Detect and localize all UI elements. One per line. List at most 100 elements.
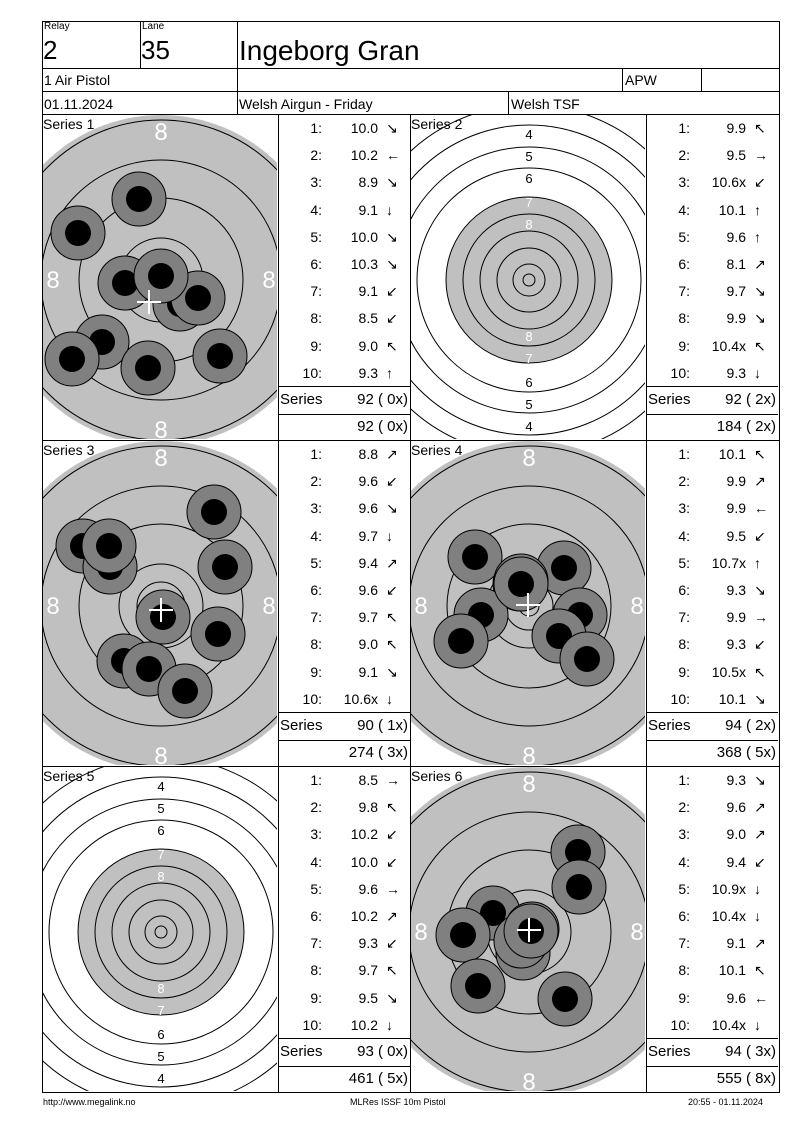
shot-row: 5: 10.9x ↓ [646, 879, 778, 899]
shot-score: 10.9x [711, 880, 746, 897]
shot-row: 5: 10.7x ↑ [646, 553, 778, 573]
shot-number: 8: [678, 962, 690, 979]
series-title: Series 3 [43, 442, 95, 458]
shot-row: 10: 9.3 ↓ [646, 363, 778, 383]
shot-score: 10.1 [718, 446, 746, 462]
svg-text:8: 8 [522, 1069, 535, 1091]
shot-score: 10.2 [350, 826, 378, 843]
svg-text:8: 8 [262, 593, 275, 620]
direction-arrow-icon: → [386, 880, 400, 897]
svg-text:8: 8 [157, 869, 164, 884]
target-diagram: 4 4 5 5 6 6 7 7 8 8 [43, 767, 277, 1091]
direction-arrow-icon: ↘ [386, 663, 398, 680]
direction-arrow-icon: ↗ [754, 799, 766, 816]
direction-arrow-icon: ↖ [386, 337, 398, 354]
shot-number: 5: [310, 228, 322, 245]
target-diagram: 4 4 5 5 6 6 7 7 8 8 [411, 115, 645, 439]
shot-row: 7: 9.7 ↖ [278, 607, 410, 627]
direction-arrow-icon: ↖ [386, 962, 398, 979]
shot-row: 3: 8.9 ↘ [278, 172, 410, 192]
svg-text:8: 8 [522, 771, 535, 798]
shot-row: 8: 8.5 ↙ [278, 308, 410, 328]
direction-arrow-icon: ↙ [386, 473, 398, 490]
direction-arrow-icon: ↘ [386, 228, 398, 245]
shot-score: 9.6 [358, 500, 378, 517]
running-total: 274 ( 3x) [348, 744, 408, 761]
shot-row: 8: 9.7 ↖ [278, 960, 410, 980]
shot-hole [81, 518, 137, 574]
shot-number: 4: [678, 853, 690, 870]
shot-number: 8: [310, 962, 322, 979]
svg-text:6: 6 [157, 823, 164, 838]
svg-text:4: 4 [157, 1071, 164, 1086]
shot-score: 10.2 [350, 147, 378, 164]
shot-score: 9.9 [726, 500, 746, 517]
direction-arrow-icon: ↙ [386, 283, 398, 300]
series-total-label: Series [648, 717, 691, 734]
competition: Welsh Airgun - Friday [239, 96, 373, 112]
target-diagram: 8 8 8 8 [43, 441, 277, 765]
shot-number: 6: [678, 256, 690, 272]
shooter-name: Ingeborg Gran [239, 35, 420, 66]
direction-arrow-icon: ↗ [386, 908, 398, 924]
svg-text:8: 8 [154, 119, 167, 146]
shot-score: 10.2 [350, 908, 378, 924]
target-diagram: 8 8 8 8 [411, 441, 645, 765]
shot-number: 6: [310, 582, 322, 598]
shot-hole [537, 971, 593, 1027]
running-total: 92 ( 0x) [357, 418, 408, 435]
shot-number: 1: [310, 772, 322, 788]
shot-number: 9: [678, 989, 690, 1006]
shot-row: 3: 9.6 ↘ [278, 498, 410, 518]
shot-number: 3: [310, 826, 322, 843]
shot-number: 2: [310, 473, 322, 490]
shot-number: 7: [678, 283, 690, 300]
shot-row: 4: 9.1 ↓ [278, 200, 410, 220]
shot-number: 3: [678, 500, 690, 517]
summary-divider [278, 1066, 410, 1067]
direction-arrow-icon: ↘ [754, 772, 766, 788]
shot-score: 9.6 [726, 228, 746, 245]
shot-row: 4: 9.4 ↙ [646, 852, 778, 872]
mean-point-cross [516, 593, 540, 617]
shot-score: 10.2 [350, 1016, 378, 1033]
shot-number: 3: [310, 174, 322, 191]
shot-score: 9.3 [726, 582, 746, 598]
shot-score: 9.6 [358, 880, 378, 897]
shot-score: 9.1 [358, 663, 378, 680]
shot-score: 9.1 [358, 201, 378, 218]
shot-row: 10: 9.3 ↑ [278, 363, 410, 383]
shot-score: 10.6x [343, 690, 378, 707]
direction-arrow-icon: ↙ [386, 582, 398, 598]
shot-number: 1: [678, 772, 690, 788]
direction-arrow-icon: ↑ [754, 554, 761, 571]
shot-score: 8.9 [358, 174, 378, 191]
shot-score: 9.8 [358, 799, 378, 816]
shot-number: 2: [678, 473, 690, 490]
footer-url[interactable]: http://www.megalink.no [43, 1097, 136, 1107]
series-total-label: Series [648, 391, 691, 408]
shot-row: 2: 9.8 ↖ [278, 797, 410, 817]
running-total: 184 ( 2x) [716, 418, 776, 435]
shot-row: 4: 9.5 ↙ [646, 526, 778, 546]
shot-row: 6: 9.6 ↙ [278, 580, 410, 600]
summary-divider [278, 1038, 410, 1039]
running-total: 368 ( 5x) [716, 744, 776, 761]
direction-arrow-icon: ↙ [754, 527, 766, 544]
shot-score: 10.1 [718, 201, 746, 218]
shot-row: 6: 8.1 ↗ [646, 254, 778, 274]
shot-row: 8: 10.1 ↖ [646, 960, 778, 980]
direction-arrow-icon: ↗ [386, 446, 398, 462]
shot-number: 9: [310, 989, 322, 1006]
direction-arrow-icon: ↖ [754, 446, 766, 462]
svg-text:6: 6 [525, 375, 532, 390]
shot-row: 9: 9.0 ↖ [278, 336, 410, 356]
direction-arrow-icon: → [386, 772, 400, 788]
running-total: 555 ( 8x) [716, 1070, 776, 1087]
svg-text:8: 8 [154, 445, 167, 472]
svg-text:8: 8 [630, 593, 643, 620]
shot-number: 2: [310, 799, 322, 816]
shot-score: 10.3 [350, 256, 378, 272]
series-title: Series 1 [43, 116, 95, 132]
series-total: 94 ( 3x) [725, 1043, 776, 1060]
